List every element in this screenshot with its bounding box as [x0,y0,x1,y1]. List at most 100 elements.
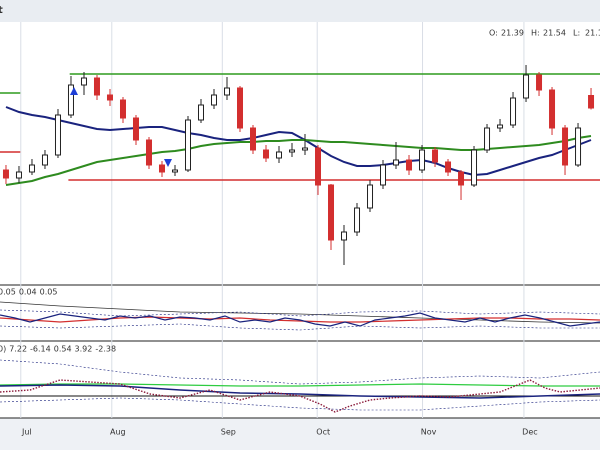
candle [54,109,61,158]
candle [41,150,48,169]
candle-body [432,149,439,163]
candle-body [197,104,204,121]
ohlc-key: L: [573,29,580,38]
candle-body [588,95,595,109]
moving-average [5,106,592,177]
signal-up [70,87,78,95]
indicator-label: 0.54 [54,345,72,354]
candle [132,115,139,145]
candle-body [41,154,48,166]
candle-body [93,77,100,96]
ohlc-value: 21.11 [585,29,600,38]
ohlc-key: H: [531,29,540,38]
ohlc-value: 21.54 [543,29,566,38]
candle-body [223,87,230,96]
indicator-label: 0.04 [19,288,37,297]
candle-body [171,169,178,173]
candle [276,146,283,163]
ohlc-key: O: [489,29,498,38]
candle-body [458,171,465,186]
x-tick-label: Dec [522,428,537,437]
candle-body [158,164,165,173]
candle [367,180,374,212]
candle [328,184,335,250]
indicator-label: 0.05 [40,288,58,297]
candle-body [237,87,243,129]
candle [562,125,569,175]
header-bar [0,0,600,22]
indicator-label: 0) [0,345,6,354]
candle [419,145,426,173]
ohlc-value: 21.39 [501,29,524,38]
candle [510,92,517,128]
candle [210,89,217,109]
candle-body [484,127,491,151]
candle [223,77,230,100]
candle-body [15,171,22,179]
candle [523,65,530,102]
candle-body [575,127,582,166]
candle [445,159,452,176]
indicator-band [0,359,600,411]
candle [250,125,257,154]
candle-body [523,74,530,99]
candle-body [380,164,387,186]
indicator-band [0,309,600,331]
ohlc-readout: O:21.39 H:21.54 L: 21.11 [489,29,600,38]
candle-body [106,94,113,101]
candle-body [445,161,452,173]
candle-body [315,147,322,186]
candle [237,86,243,132]
candle [575,123,582,167]
candle [289,143,296,157]
indicator-line [0,312,600,327]
candle [341,225,348,265]
x-tick-label: Oct [316,428,330,437]
candle-body [354,207,361,233]
candle [497,119,504,132]
candle [536,72,543,96]
indicator-label: 7.22 [9,345,27,354]
indicator-label: -2.38 [95,345,116,354]
signal-down [164,159,172,167]
candle-body [328,184,335,241]
candle-body [471,149,478,186]
candle [119,97,126,123]
candle-body [406,159,413,171]
candle [380,160,387,189]
candle-body [119,99,126,119]
indicator-label: -6.14 [30,345,51,354]
indicator-label: 0.05 [0,288,16,297]
candle [484,124,491,153]
candle-body [184,119,191,171]
candle [263,145,270,162]
candle-body [549,89,556,129]
candle-body [393,159,400,166]
candle [145,137,152,169]
indicator-line [0,379,600,413]
candle-body [289,149,296,153]
candle-body [562,127,569,166]
candle [80,72,87,95]
candle-body [497,124,504,129]
candle-body [210,94,217,106]
candle-body [263,149,270,159]
candle-body [510,97,517,126]
candle [158,161,165,177]
candle-body [80,77,87,86]
candle [432,147,439,167]
indicator-label: 3.92 [75,345,93,354]
indicator-line [0,383,600,387]
candle [315,145,322,195]
candle [2,165,9,184]
candle-body [367,184,374,209]
candle [171,165,178,176]
candle [184,116,191,172]
candle-body [54,114,61,156]
candle-body [132,117,139,141]
x-tick-label: Nov [421,428,437,437]
candle [588,88,595,110]
candle [15,166,22,183]
x-tick-label: Jul [21,428,32,437]
